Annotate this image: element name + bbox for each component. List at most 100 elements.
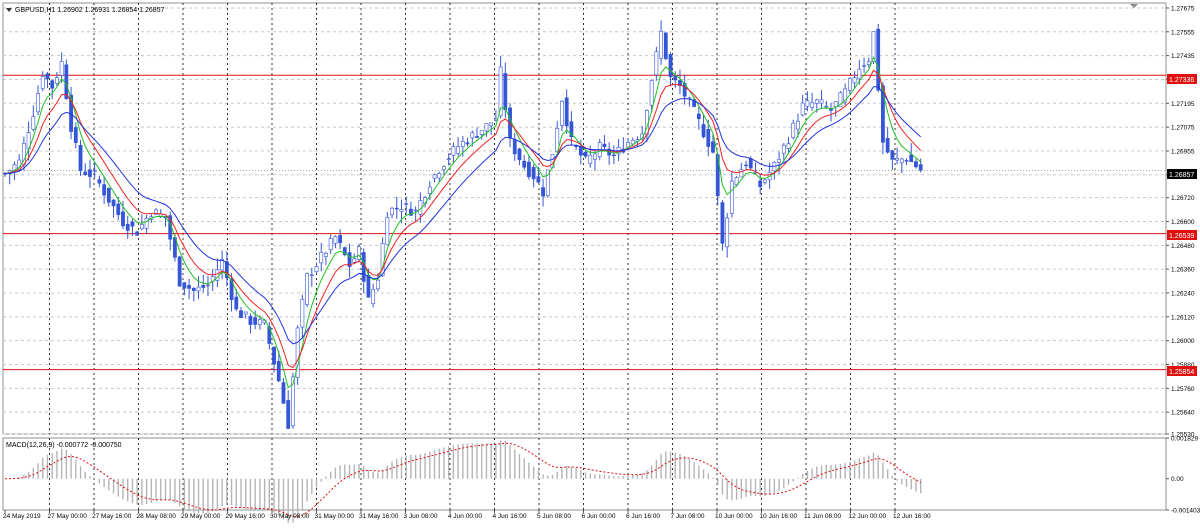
candle xyxy=(451,142,456,165)
candle xyxy=(583,149,588,159)
candle xyxy=(333,235,338,249)
svg-text:1.25854: 1.25854 xyxy=(1169,369,1194,376)
candle xyxy=(116,196,121,221)
price-tick-label: 1.26240 xyxy=(1171,290,1195,297)
candle xyxy=(696,106,701,130)
candle xyxy=(319,242,324,272)
candle xyxy=(220,250,225,280)
candle xyxy=(517,147,522,166)
candle xyxy=(442,165,446,175)
moving-averages xyxy=(4,55,922,389)
candle xyxy=(187,278,191,300)
candle xyxy=(810,92,815,111)
candle xyxy=(866,57,871,68)
candle xyxy=(918,158,923,173)
candle xyxy=(654,46,659,81)
current-price-marker: 1.26857 xyxy=(1167,169,1197,179)
candle xyxy=(295,325,300,385)
macd-tick-label: -0.001403 xyxy=(1171,508,1200,515)
candle xyxy=(909,143,914,163)
candle xyxy=(177,255,182,287)
svg-text:1.27336: 1.27336 xyxy=(1169,77,1194,84)
candle xyxy=(758,173,763,195)
candle xyxy=(394,196,399,219)
candle xyxy=(196,276,201,300)
candle xyxy=(484,123,489,137)
candle xyxy=(475,127,479,139)
price-tick-label: 1.27195 xyxy=(1171,101,1195,108)
candle xyxy=(527,154,531,180)
time-tick-label: 30 May 08:00 xyxy=(270,513,310,520)
candle xyxy=(375,273,380,292)
price-tick-label: 1.25530 xyxy=(1171,432,1195,439)
candle xyxy=(83,163,88,177)
candle xyxy=(342,246,347,257)
macd-indicator xyxy=(5,440,922,524)
candle xyxy=(876,23,881,93)
time-tick-label: 3 Jun 08:00 xyxy=(404,513,438,520)
candle xyxy=(729,172,734,218)
candle xyxy=(314,262,319,274)
candle xyxy=(460,135,465,157)
candle xyxy=(602,135,607,150)
time-tick-label: 24 May 2019 xyxy=(3,513,41,520)
candle xyxy=(847,77,852,95)
candle xyxy=(257,315,262,330)
time-tick-label: 7 Jun 08:00 xyxy=(671,513,705,520)
time-tick-label: 31 May 00:00 xyxy=(315,513,355,520)
candle xyxy=(531,164,536,188)
candle xyxy=(701,114,706,139)
time-tick-label: 4 Jun 16:00 xyxy=(493,513,527,520)
candle xyxy=(791,119,796,140)
candle xyxy=(135,230,140,236)
level-label-3: 1.25854 xyxy=(1167,366,1197,376)
candle xyxy=(611,145,616,165)
time-tick-label: 10 Jun 00:00 xyxy=(715,513,753,520)
candle xyxy=(852,71,857,89)
candle xyxy=(102,176,107,204)
svg-text:1.26539: 1.26539 xyxy=(1169,233,1194,240)
candle xyxy=(276,350,281,383)
ma-fast-line xyxy=(4,55,922,389)
time-tick-label: 29 May 16:00 xyxy=(226,513,266,520)
candle xyxy=(413,206,418,222)
price-tick-label: 1.26720 xyxy=(1171,195,1195,202)
candle xyxy=(843,83,848,106)
price-tick-label: 1.27075 xyxy=(1171,125,1195,132)
candle xyxy=(248,313,253,334)
candle xyxy=(569,111,574,145)
candle xyxy=(895,147,899,165)
horizontal-levels[interactable] xyxy=(3,74,1166,371)
candle xyxy=(106,187,111,207)
symbol-dropdown-icon[interactable] xyxy=(6,8,12,12)
candle xyxy=(819,90,824,109)
time-tick-label: 6 Jun 16:00 xyxy=(626,513,660,520)
candle xyxy=(328,234,333,254)
candle xyxy=(663,32,668,61)
macd-tick-label: 0.001829 xyxy=(1171,436,1198,443)
candle xyxy=(239,306,243,319)
time-tick-label: 6 Jun 00:00 xyxy=(582,513,616,520)
candle xyxy=(720,200,725,251)
time-tick-label: 12 Jun 00:00 xyxy=(849,513,887,520)
candle xyxy=(564,89,569,135)
time-tick-label: 5 Jun 08:00 xyxy=(537,513,571,520)
candle xyxy=(40,71,45,92)
candle xyxy=(272,346,276,373)
price-tick-label: 1.25760 xyxy=(1171,386,1195,393)
chart-shift-icon[interactable] xyxy=(1130,4,1138,8)
main-plot-frame xyxy=(2,2,1167,435)
macd-tick-label: 0.00 xyxy=(1171,476,1184,483)
candle xyxy=(78,139,83,176)
axes: 1.276751.275551.274351.273151.271951.270… xyxy=(3,5,1200,520)
candle xyxy=(744,160,748,170)
candle xyxy=(673,71,678,88)
candle xyxy=(224,251,229,287)
candle xyxy=(890,149,895,170)
candle xyxy=(560,100,564,132)
candle xyxy=(206,275,210,297)
candle xyxy=(234,288,239,311)
candle xyxy=(338,229,343,250)
